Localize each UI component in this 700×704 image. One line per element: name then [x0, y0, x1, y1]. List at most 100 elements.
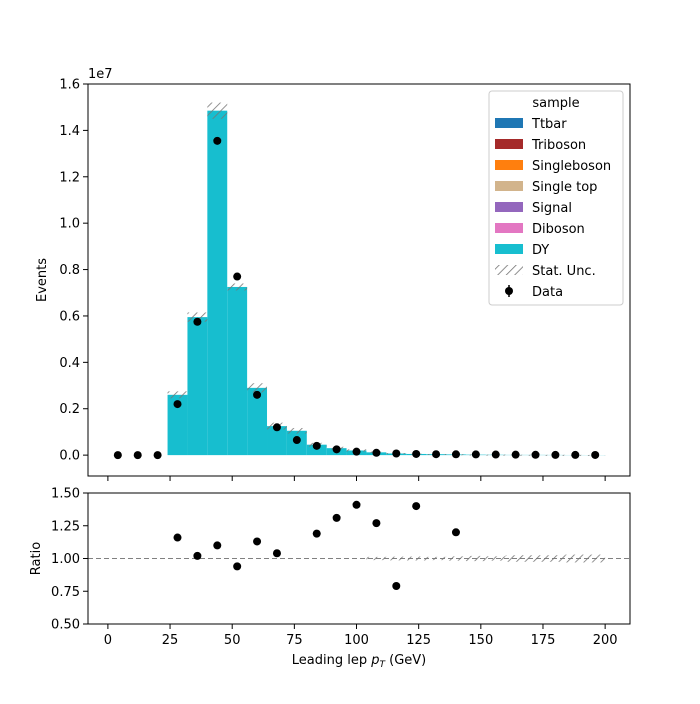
legend-handle-data [505, 287, 513, 295]
stat-unc-band [207, 103, 227, 119]
legend-title: sample [532, 96, 579, 111]
data-point [432, 450, 440, 458]
x-tick-label: 175 [531, 633, 556, 648]
x-label-suffix: (GeV) [385, 653, 426, 668]
y-tick-label: 1.0 [59, 217, 80, 232]
x-tick-label: 200 [593, 633, 618, 648]
x-label-symbol: p [370, 653, 379, 668]
data-point [293, 436, 301, 444]
data-point [333, 445, 341, 453]
legend-swatch [495, 118, 523, 128]
ratio-y-tick-label: 0.75 [51, 585, 80, 600]
data-point [273, 423, 281, 431]
legend-label: DY [532, 243, 549, 258]
data-point [571, 451, 579, 459]
legend-label: Diboson [532, 222, 585, 237]
ratio-point [233, 562, 241, 570]
ratio-unc-band [526, 555, 546, 562]
data-point [233, 273, 241, 281]
data-point [154, 451, 162, 459]
ratio-unc-band [565, 555, 585, 563]
ratio-y-tick-label: 1.00 [51, 552, 80, 567]
x-tick-label: 150 [468, 633, 493, 648]
x-tick-label: 50 [224, 633, 241, 648]
data-point [213, 137, 221, 145]
stat-unc-band [227, 283, 247, 290]
data-point [372, 449, 380, 457]
ratio-y-tick-label: 1.25 [51, 519, 80, 534]
ratio-unc-band [386, 557, 406, 561]
ratio-unc-band [366, 555, 605, 563]
ratio-point [193, 552, 201, 560]
data-point [412, 450, 420, 458]
ratio-point [213, 541, 221, 549]
ratio-unc-band [545, 555, 565, 562]
x-axis-label: Leading lep pT (GeV) [292, 653, 426, 670]
legend-swatch [495, 160, 523, 170]
data-point [174, 400, 182, 408]
ratio-unc-band [466, 556, 486, 561]
legend-label: Singleboson [532, 159, 611, 174]
y-tick-label: 0.8 [59, 263, 80, 278]
data-point [551, 451, 559, 459]
y-tick-label: 1.4 [59, 124, 80, 139]
ratio-unc-band [366, 557, 386, 560]
legend: sample Ttbar Triboson Singleboson Single to… [489, 91, 623, 305]
x-tick-label: 100 [344, 633, 369, 648]
ratio-point [333, 514, 341, 522]
ratio-y-tick-label: 1.50 [51, 487, 80, 502]
ratio-unc-band [486, 556, 506, 560]
legend-swatch [495, 139, 523, 149]
data-point [193, 318, 201, 326]
x-tick-label: 0 [104, 633, 112, 648]
ratio-point [273, 549, 281, 557]
legend-swatch [495, 244, 523, 254]
x-tick-label: 125 [406, 633, 431, 648]
ratio-point [452, 528, 460, 536]
legend-swatch [495, 181, 523, 191]
y-tick-label: 0.4 [59, 356, 80, 371]
legend-label: Ttbar [531, 117, 567, 132]
data-point [532, 451, 540, 459]
y-tick-label: 0.6 [59, 309, 80, 324]
data-point [392, 450, 400, 458]
legend-label: Single top [532, 180, 597, 195]
ratio-unc-band [585, 555, 605, 563]
y-offset-text: 1e7 [88, 67, 113, 82]
ratio-point [313, 530, 321, 538]
legend-label: Signal [532, 201, 572, 216]
ratio-point [372, 519, 380, 527]
data-point [472, 450, 480, 458]
legend-label: Data [532, 285, 563, 300]
y-tick-label: 0.0 [59, 449, 80, 464]
data-point [492, 451, 500, 459]
data-point [512, 451, 520, 459]
legend-swatch-hatch [495, 265, 523, 275]
stat-unc-band [287, 428, 307, 434]
ratio-y-tick-label: 0.50 [51, 618, 80, 633]
ratio-y-axis-label: Ratio [29, 542, 44, 575]
ratio-points [174, 501, 460, 590]
ratio-point [412, 502, 420, 510]
legend-label: Triboson [531, 138, 586, 153]
y-tick-label: 1.6 [59, 78, 80, 93]
ratio-unc-band [506, 555, 526, 562]
ratio-unc-band [406, 557, 426, 561]
x-tick-label: 75 [286, 633, 303, 648]
data-point [591, 451, 599, 459]
bar-dy [207, 111, 227, 455]
y-tick-label: 0.2 [59, 402, 80, 417]
ratio-point [392, 582, 400, 590]
bar-dy [227, 287, 247, 455]
stat-unc-band [168, 391, 188, 398]
ratio-unc-band [426, 557, 446, 560]
y-tick-label: 1.2 [59, 170, 80, 185]
data-point [114, 451, 122, 459]
main-y-axis-label: Events [35, 258, 50, 302]
data-point [452, 450, 460, 458]
legend-swatch [495, 223, 523, 233]
ratio-unc-band [446, 556, 466, 560]
x-label-prefix: Leading lep [292, 653, 371, 668]
